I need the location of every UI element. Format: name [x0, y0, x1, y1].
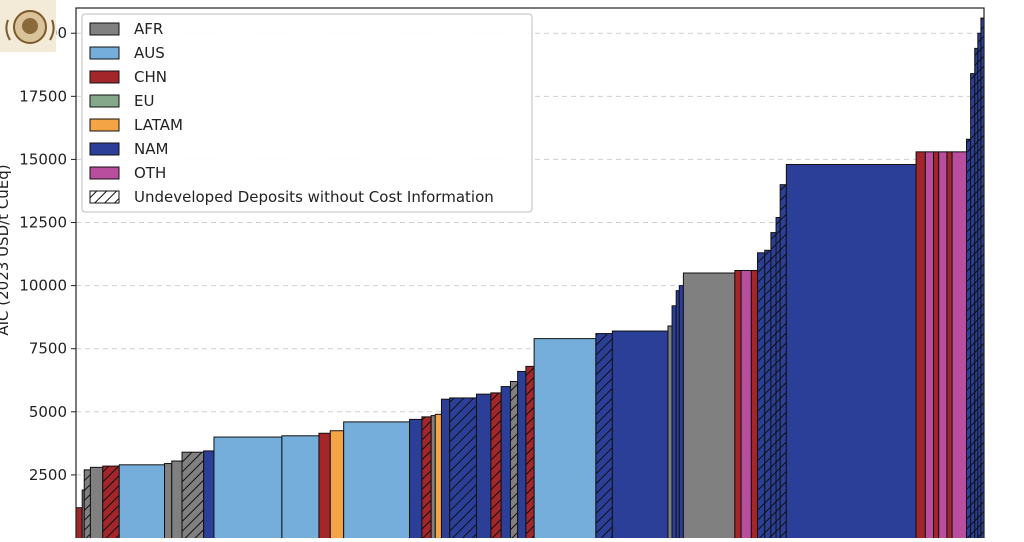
logo-laurel-icon	[5, 19, 55, 41]
bar-hatch-overlay	[182, 452, 204, 542]
bar-nam	[611, 330, 669, 542]
bar-afr	[89, 466, 104, 542]
bar-hatch-overlay	[970, 73, 975, 542]
bar-hatch-overlay	[525, 366, 535, 542]
bar-latam	[329, 430, 345, 542]
bar-hatch-overlay	[974, 48, 978, 542]
y-tick-label: 12500	[19, 214, 67, 232]
bar-afr	[171, 460, 183, 542]
bar-nam	[678, 285, 684, 542]
bar-chn	[75, 507, 83, 542]
watermark-logo	[0, 0, 56, 52]
bar-hatch-overlay	[449, 397, 477, 542]
bars-layer	[75, 17, 985, 542]
bar-latam	[434, 413, 442, 542]
bar-nam	[440, 398, 451, 542]
bar-aus	[533, 338, 597, 542]
legend: AFR AUS CHN EU LATAM NAM OTH Undeveloped Deposi…	[81, 13, 533, 213]
bar-chn	[734, 269, 742, 542]
bar-nam	[671, 305, 677, 542]
bar-nam	[785, 163, 917, 542]
y-tick-label: 2500	[29, 466, 67, 484]
bar-hatch-overlay	[490, 392, 502, 542]
bar-hatch-overlay	[966, 139, 971, 542]
bar-afr	[667, 325, 673, 542]
legend-swatch-chn	[89, 70, 120, 84]
bar-nam	[203, 450, 215, 542]
bar-afr	[164, 463, 173, 542]
bar-afr	[430, 415, 436, 542]
legend-label-oth: OTH	[134, 164, 166, 182]
bar-hatch-overlay	[421, 416, 432, 542]
bar-hatch-overlay	[764, 250, 771, 542]
legend-label-eu: EU	[134, 92, 154, 110]
bar-hatch-overlay	[102, 466, 120, 542]
legend-label-aus: AUS	[134, 44, 165, 62]
legend-label-chn: CHN	[134, 68, 167, 86]
bar-hatch-overlay	[510, 381, 518, 542]
bar-oth	[924, 151, 935, 542]
legend-label-und: Undeveloped Deposits without Cost Inform…	[134, 188, 494, 206]
bar-hatch-overlay	[977, 33, 981, 542]
y-tick-label: 5000	[29, 403, 67, 421]
bar-aus	[213, 436, 283, 542]
bar-chn	[946, 151, 953, 542]
legend-label-latam: LATAM	[134, 116, 183, 134]
bar-nam	[517, 370, 527, 542]
bar-hatch-overlay	[757, 252, 765, 542]
y-axis-label: AIC (2023 USD/t CuEq)	[0, 164, 12, 335]
legend-swatch-eu	[89, 94, 120, 108]
legend-swatch-afr	[89, 22, 120, 36]
bar-hatch-overlay	[980, 18, 984, 542]
legend-box	[81, 13, 533, 213]
y-tick-label: 17500	[19, 87, 67, 105]
bar-chn	[318, 432, 331, 542]
legend-swatch-nam	[89, 142, 120, 156]
bar-nam	[409, 418, 423, 542]
legend-hatch-overlay	[90, 191, 119, 203]
bar-aus	[281, 435, 320, 542]
bar-oth	[951, 151, 967, 542]
legend-swatch-aus	[89, 46, 120, 60]
y-tick-label: 15000	[19, 150, 67, 168]
bar-hatch-overlay	[770, 232, 777, 542]
bar-nam	[500, 386, 511, 542]
bar-chn	[750, 269, 759, 542]
legend-label-nam: NAM	[134, 140, 168, 158]
bar-aus	[343, 421, 411, 542]
y-tick-label: 7500	[29, 340, 67, 358]
logo-face-icon	[22, 18, 38, 34]
legend-swatch-oth	[89, 166, 120, 180]
y-tick-label: 10000	[19, 277, 67, 295]
legend-label-afr: AFR	[134, 20, 163, 38]
bar-oth	[938, 151, 948, 542]
bar-afr	[682, 272, 736, 542]
bar-hatch-overlay	[595, 333, 613, 542]
legend-swatch-latam	[89, 118, 120, 132]
bar-oth	[740, 269, 752, 542]
bar-chn	[933, 151, 940, 542]
bar-chn	[915, 151, 926, 542]
bar-hatch-overlay	[776, 217, 781, 542]
plot-frame	[75, 7, 985, 542]
bar-nam	[475, 393, 492, 542]
bar-aus	[118, 464, 166, 542]
bar-hatch-overlay	[84, 469, 91, 542]
bar-hatch-overlay	[780, 184, 787, 542]
